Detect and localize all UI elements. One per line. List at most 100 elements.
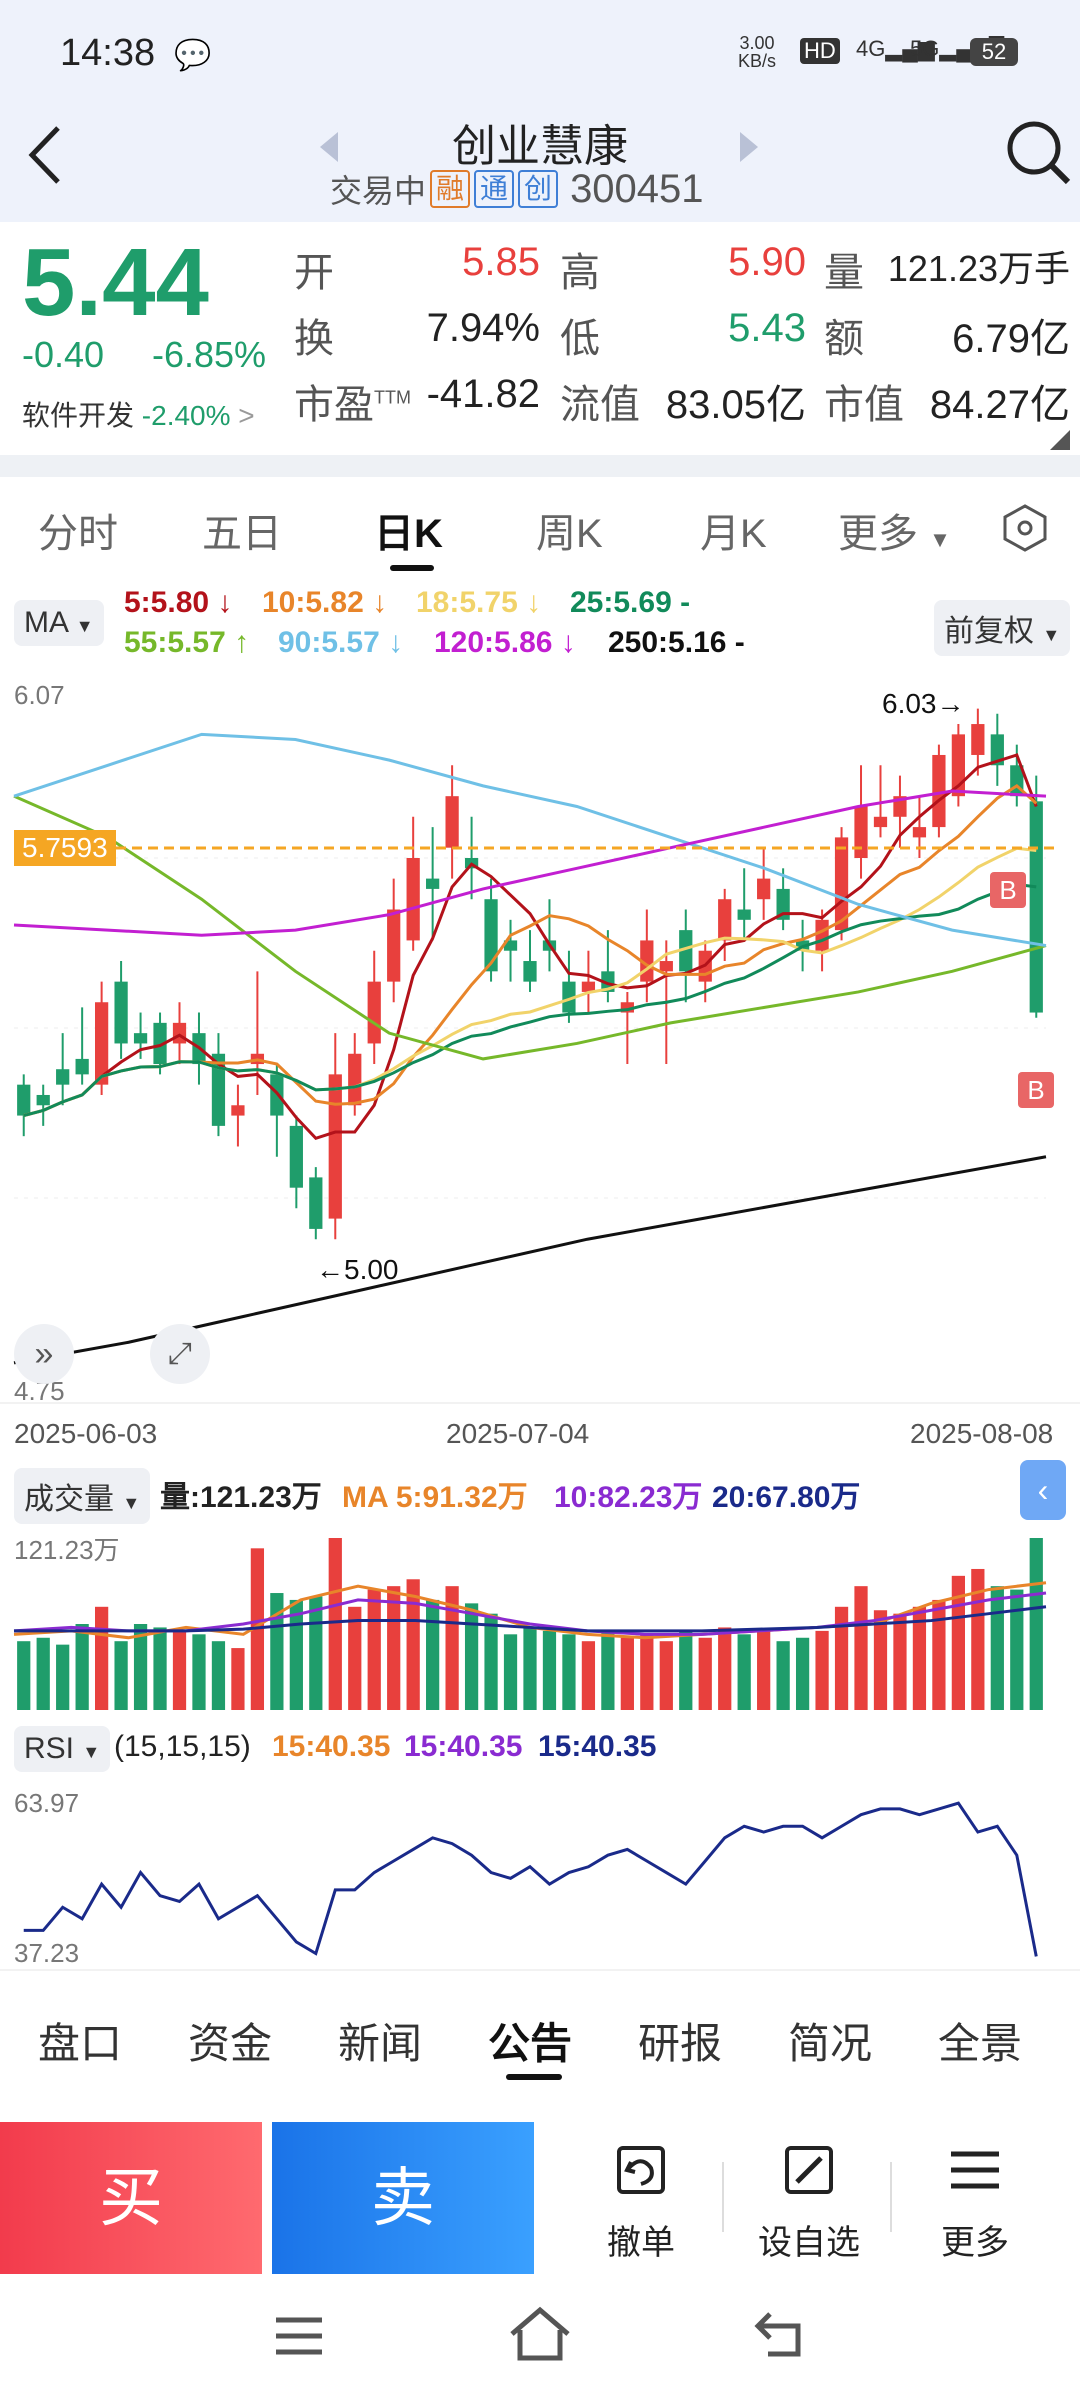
- volume-bar: [1029, 1538, 1043, 1710]
- cancel-order-label: 撤单: [607, 2224, 675, 2262]
- next-stock-icon[interactable]: [738, 130, 760, 164]
- price-change-pct: -6.85%: [152, 334, 267, 375]
- edit-icon: [785, 2146, 833, 2194]
- tab-orderbook[interactable]: 盘口: [38, 2020, 123, 2067]
- volume-bar: [309, 1596, 323, 1710]
- open-label: 开: [294, 251, 334, 295]
- stock-name: 创业慧康: [452, 122, 628, 171]
- ma-line-120: [13, 789, 1047, 937]
- y-top-label: 6.07: [14, 680, 65, 710]
- tab-more[interactable]: 更多 ▼: [838, 512, 951, 556]
- candle-body: [971, 724, 985, 755]
- ref-price-tag: 5.7593: [14, 830, 116, 866]
- home-icon[interactable]: [508, 2306, 572, 2362]
- tab-five-day[interactable]: 五日: [202, 512, 282, 556]
- volume-value-legend: 量:121.23万: [160, 1481, 322, 1514]
- volume-bar: [445, 1586, 459, 1710]
- cancel-order-button[interactable]: 撤单: [556, 2122, 726, 2274]
- tab-daily-k[interactable]: 日K: [374, 512, 443, 556]
- candle-body: [36, 1094, 50, 1106]
- tab-research[interactable]: 研报: [638, 2020, 723, 2067]
- pe-value: -41.82: [426, 372, 540, 416]
- gem-tag: 创: [518, 170, 559, 208]
- volume-bar: [932, 1599, 946, 1710]
- quote-panel: 5.44 -0.40 -6.85% 软件开发 -2.40% > 开 5.85 高…: [0, 222, 1080, 462]
- price-change: -0.40: [22, 334, 105, 375]
- volume-bar: [951, 1575, 965, 1710]
- volume-bar: [328, 1538, 342, 1710]
- back-icon[interactable]: [20, 120, 70, 190]
- tab-intraday[interactable]: 分时: [38, 512, 118, 556]
- volume-bar: [640, 1634, 654, 1710]
- rsi-line: [23, 1801, 1038, 1957]
- settings-hex-icon[interactable]: [1000, 503, 1050, 553]
- tab-weekly-k[interactable]: 周K: [536, 512, 603, 556]
- volume-bar: [211, 1641, 226, 1710]
- candle-body: [211, 1053, 226, 1126]
- candle-body: [873, 816, 888, 828]
- turnover-label: 换: [294, 317, 334, 361]
- sell-button[interactable]: 卖: [272, 2122, 534, 2274]
- candle-body: [289, 1125, 303, 1188]
- date-label-mid: 2025-07-04: [446, 1418, 590, 1449]
- ma5-value: 5:5.80 ↓: [124, 586, 233, 619]
- kline-chart-area[interactable]: 6.07 4.75 5.7593 6.03→ ←5.00 B B » ⤢ 202…: [0, 678, 1080, 1978]
- tab-announcements[interactable]: 公告: [488, 2020, 573, 2067]
- expand-left-icon[interactable]: »: [14, 1324, 74, 1384]
- buy-signal-marker[interactable]: B: [990, 872, 1026, 908]
- volume-bar: [679, 1630, 693, 1710]
- volume-bar: [387, 1586, 401, 1710]
- buy-button[interactable]: 买: [0, 2122, 262, 2274]
- rsi-indicator-select[interactable]: RSI ▼: [14, 1726, 111, 1772]
- tab-monthly-k[interactable]: 月K: [700, 512, 767, 556]
- volume-bar: [464, 1603, 479, 1710]
- volume-value: 121.23万手: [887, 248, 1070, 289]
- volume-indicator-select[interactable]: 成交量 ▼: [14, 1468, 151, 1524]
- turnover-value: 7.94%: [426, 306, 540, 350]
- battery-icon: 52: [970, 38, 1018, 66]
- more-actions-button[interactable]: 更多: [890, 2122, 1060, 2274]
- candle-body: [114, 981, 128, 1044]
- candle-body: [56, 1069, 70, 1085]
- market-cap-label: 市值: [824, 383, 904, 427]
- recents-icon[interactable]: [274, 2314, 324, 2358]
- volume-bar: [75, 1624, 89, 1710]
- add-watchlist-button[interactable]: 设自选: [724, 2122, 894, 2274]
- volume-bar: [1010, 1589, 1024, 1710]
- volume-bar: [56, 1644, 70, 1710]
- candle-body: [562, 981, 576, 1013]
- ma-line-55: [13, 794, 1047, 1061]
- back-nav-icon[interactable]: [754, 2310, 810, 2358]
- tab-profile[interactable]: 简况: [788, 2020, 873, 2067]
- divider: [890, 2162, 892, 2232]
- fullscreen-icon[interactable]: ⤢: [150, 1324, 210, 1384]
- volume-bar: [133, 1624, 148, 1710]
- hd-icon: HD: [800, 38, 840, 64]
- volume-bar: [36, 1637, 50, 1710]
- ma-line-90: [13, 732, 1047, 948]
- search-icon[interactable]: [1002, 116, 1072, 186]
- ma10-value: 10:5.82 ↓: [262, 586, 388, 619]
- ma-indicator-select[interactable]: MA ▼: [14, 600, 104, 646]
- tab-funds[interactable]: 资金: [188, 2020, 273, 2067]
- volume-bar: [367, 1589, 381, 1710]
- kline-svg[interactable]: [0, 678, 1080, 1978]
- expand-corner-icon[interactable]: [1050, 430, 1070, 450]
- tab-overview[interactable]: 全景: [938, 2020, 1023, 2067]
- collapse-panel-icon[interactable]: ‹: [1020, 1460, 1066, 1520]
- candle-body: [348, 1053, 362, 1106]
- tab-news[interactable]: 新闻: [338, 2020, 423, 2067]
- volume-bar: [873, 1610, 888, 1710]
- buy-signal-marker-2[interactable]: B: [1018, 1072, 1054, 1108]
- period-tabs: 分时 五日 日K 周K 月K 更多 ▼: [0, 477, 1080, 577]
- status-bar: 14:38 💬 3.00 KB/s HD 4G▂▄▆ 5G▂▄▆█ 52: [0, 0, 1080, 110]
- volume-label: 量: [824, 251, 864, 295]
- prev-stock-icon[interactable]: [318, 130, 340, 164]
- sector-link[interactable]: 软件开发 -2.40% >: [22, 400, 255, 431]
- candle-body: [484, 899, 498, 972]
- volume-bar: [698, 1637, 712, 1710]
- candle-body: [659, 961, 673, 972]
- volume-bar: [17, 1641, 31, 1710]
- adjust-rights-select[interactable]: 前复权 ▼: [934, 600, 1071, 656]
- volume-bar: [406, 1579, 420, 1710]
